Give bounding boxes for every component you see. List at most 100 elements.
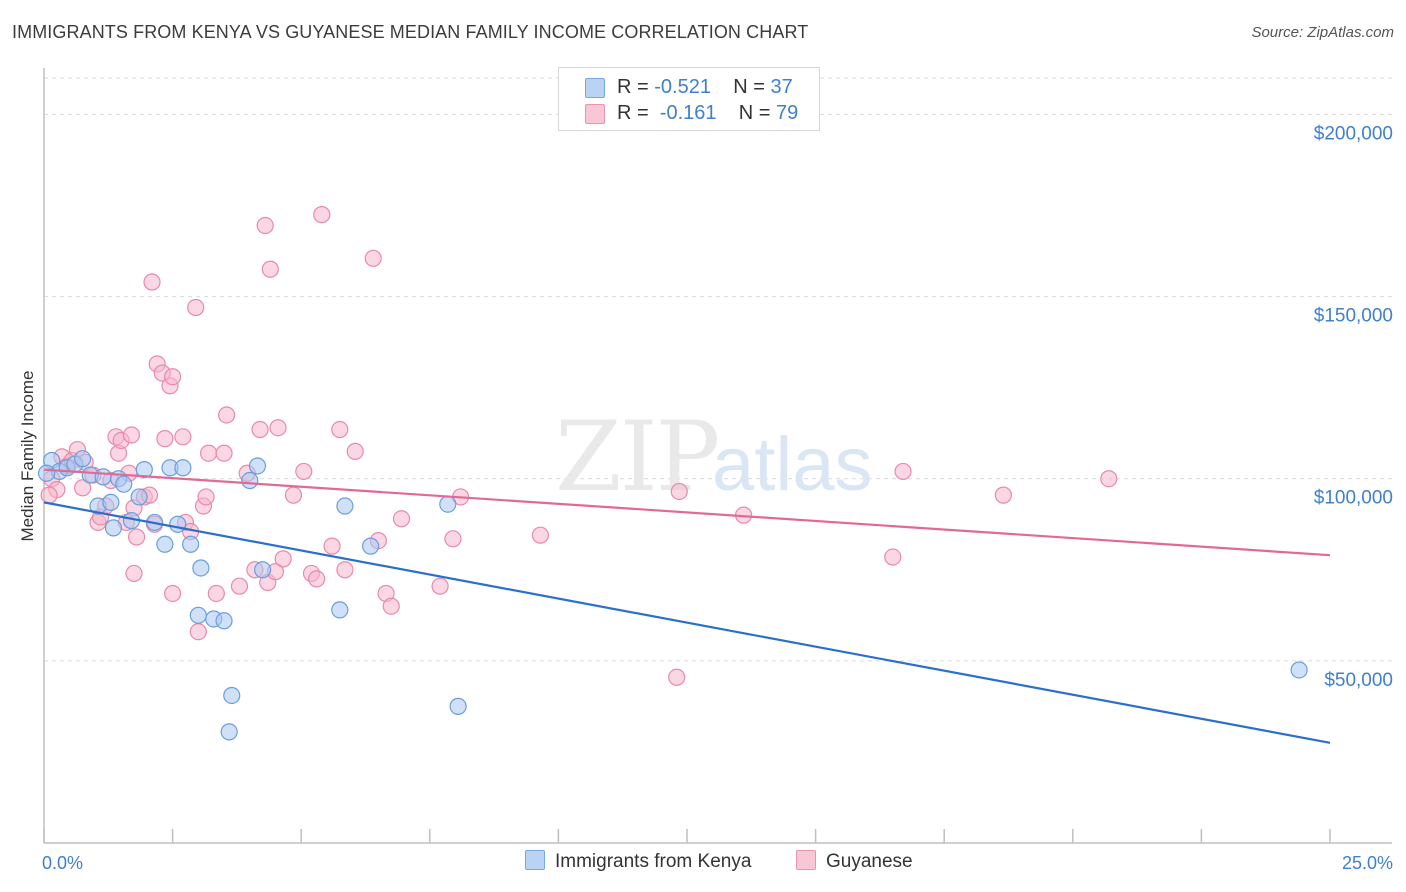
point-kenya bbox=[169, 515, 187, 533]
point-kenya bbox=[362, 537, 380, 555]
point-guyanese bbox=[668, 668, 686, 686]
watermark-atlas: atlas bbox=[712, 422, 873, 507]
trend-line-kenya bbox=[43, 501, 1331, 744]
point-guyanese bbox=[230, 577, 249, 595]
point-kenya bbox=[223, 686, 241, 705]
point-guyanese bbox=[200, 444, 218, 462]
point-guyanese bbox=[884, 548, 902, 566]
point-guyanese bbox=[994, 486, 1012, 504]
point-guyanese bbox=[187, 298, 205, 317]
point-kenya bbox=[241, 471, 259, 490]
point-guyanese bbox=[284, 486, 303, 504]
y-tick-label: $200,000 bbox=[1314, 123, 1393, 144]
point-guyanese bbox=[346, 442, 364, 460]
point-guyanese bbox=[894, 462, 912, 481]
legend-text-kenya: R = -0.521 N = 37 bbox=[617, 76, 793, 99]
y-tick-label: $50,000 bbox=[1324, 670, 1393, 691]
x-tick-labels: 0.0% 25.0% bbox=[42, 853, 1393, 873]
point-guyanese bbox=[274, 550, 292, 568]
point-guyanese bbox=[122, 426, 141, 444]
point-guyanese bbox=[269, 419, 287, 437]
point-guyanese bbox=[156, 430, 174, 448]
point-kenya bbox=[115, 475, 133, 493]
point-guyanese bbox=[218, 406, 236, 424]
point-guyanese bbox=[392, 510, 411, 528]
x-tick-label: 0.0% bbox=[42, 853, 83, 873]
chart-title: IMMIGRANTS FROM KENYA VS GUYANESE MEDIAN… bbox=[12, 22, 809, 42]
point-kenya bbox=[94, 468, 112, 486]
axes bbox=[43, 68, 1392, 844]
point-guyanese bbox=[1100, 470, 1118, 488]
point-kenya bbox=[336, 497, 354, 515]
bottom-legend-swatch-guyanese bbox=[796, 850, 816, 870]
point-kenya bbox=[449, 697, 467, 715]
point-kenya bbox=[189, 606, 207, 624]
bottom-legend-swatch-kenya bbox=[525, 850, 545, 870]
point-guyanese bbox=[444, 530, 462, 548]
trend-line-guyanese bbox=[43, 468, 1331, 557]
point-kenya bbox=[156, 535, 174, 553]
y-tick-label: $150,000 bbox=[1314, 306, 1393, 327]
y-tick-labels: $50,000 $100,000 $150,000 $200,000 bbox=[1314, 123, 1393, 690]
watermark-zip: ZIP bbox=[555, 401, 718, 513]
point-guyanese bbox=[40, 486, 58, 504]
watermark: ZIP atlas bbox=[555, 401, 873, 513]
point-guyanese bbox=[308, 570, 326, 588]
point-guyanese bbox=[331, 420, 349, 439]
point-kenya bbox=[1290, 661, 1308, 679]
legend-swatch-kenya bbox=[585, 78, 605, 98]
legend-r-value-kenya: -0.521 bbox=[654, 76, 711, 98]
point-guyanese bbox=[197, 488, 215, 506]
point-kenya bbox=[248, 457, 267, 475]
point-guyanese bbox=[73, 479, 92, 497]
source-label: Source: ZipAtlas.com bbox=[1251, 24, 1394, 41]
point-kenya bbox=[102, 493, 120, 511]
x-tick-label: 25.0% bbox=[1342, 853, 1393, 873]
y-tick-label: $100,000 bbox=[1314, 488, 1393, 509]
legend-n-value-kenya: 37 bbox=[770, 76, 793, 98]
point-guyanese bbox=[313, 206, 331, 224]
point-kenya bbox=[220, 723, 238, 741]
point-kenya bbox=[130, 488, 148, 506]
point-guyanese bbox=[215, 444, 233, 462]
point-guyanese bbox=[256, 216, 274, 235]
point-kenya bbox=[182, 535, 200, 553]
point-guyanese bbox=[295, 462, 313, 481]
point-guyanese bbox=[431, 577, 449, 595]
point-guyanese bbox=[382, 597, 400, 615]
point-kenya bbox=[104, 519, 123, 537]
point-guyanese bbox=[670, 482, 688, 501]
point-kenya bbox=[73, 450, 92, 468]
point-guyanese bbox=[323, 537, 341, 555]
legend-n-value-guyanese: 79 bbox=[776, 102, 799, 124]
point-guyanese bbox=[261, 260, 279, 278]
series-guyanese bbox=[40, 206, 1118, 686]
point-guyanese bbox=[143, 273, 161, 291]
point-guyanese bbox=[207, 584, 225, 603]
point-guyanese bbox=[336, 561, 354, 579]
point-guyanese bbox=[164, 584, 182, 603]
legend-n-label: N = bbox=[733, 76, 771, 98]
point-kenya bbox=[254, 561, 272, 579]
point-guyanese bbox=[127, 528, 146, 546]
point-kenya bbox=[215, 612, 233, 630]
point-kenya bbox=[439, 495, 457, 513]
legend-swatch-guyanese bbox=[585, 104, 605, 124]
point-guyanese bbox=[164, 368, 182, 386]
point-kenya bbox=[174, 459, 192, 477]
point-guyanese bbox=[174, 428, 192, 446]
point-guyanese bbox=[189, 623, 207, 641]
grid-lines bbox=[44, 77, 1392, 662]
legend-r-value-guyanese: -0.161 bbox=[659, 102, 717, 124]
point-kenya bbox=[331, 601, 349, 619]
legend-text-guyanese: R = -0.161 N = 79 bbox=[617, 102, 798, 125]
bottom-legend-guyanese: Guyanese bbox=[796, 850, 913, 873]
bottom-legend-label-guyanese: Guyanese bbox=[826, 851, 913, 872]
legend-r-label: R = bbox=[617, 102, 655, 124]
point-guyanese bbox=[531, 526, 549, 544]
bottom-legend-label-kenya: Immigrants from Kenya bbox=[555, 851, 752, 872]
point-guyanese bbox=[125, 564, 143, 583]
point-guyanese bbox=[251, 420, 269, 439]
legend: R = -0.521 N = 37 R = -0.161 N = 79 bbox=[558, 67, 820, 131]
